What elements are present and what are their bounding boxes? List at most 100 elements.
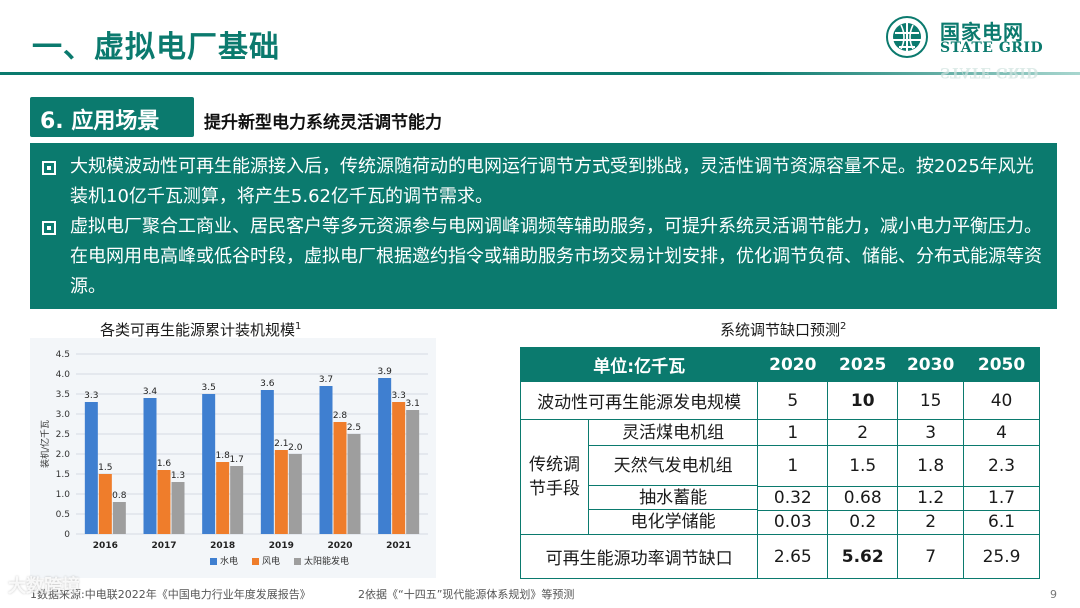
- cell: 40: [963, 381, 1040, 420]
- y-tick-label: 3.5: [56, 390, 70, 400]
- logo-reflection: STATE GRID: [940, 64, 1039, 80]
- data-label: 1.3: [171, 471, 185, 481]
- data-label: 1.8: [216, 451, 231, 461]
- data-label: 3.1: [406, 399, 420, 409]
- cell: 15: [897, 381, 965, 420]
- data-label: 3.3: [84, 391, 98, 401]
- bar: [260, 390, 274, 534]
- group-sub-labels: 灵活煤电机组 天然气发电机组 抽水蓄能 电化学储能: [589, 420, 758, 534]
- chart-area: 0 0.5 1.0 1.5 2.0 2.5 3.0 3.5 4.0 4.5 装机/亿千瓦 3.3 1.5…: [30, 338, 436, 578]
- y-axis-label: 装机/亿千瓦: [39, 420, 51, 468]
- bar: [171, 482, 185, 534]
- sub-label: 电化学储能: [630, 512, 716, 532]
- cell: 0.68: [827, 485, 899, 511]
- cell: 5.62: [827, 534, 899, 579]
- row-label: 波动性可再生能源发电规模: [519, 381, 759, 420]
- header-unit: 单位:亿千瓦: [519, 347, 759, 382]
- legend-label: 太阳能发电: [304, 555, 349, 567]
- logo-text-cn: 国家电网: [940, 20, 1024, 44]
- bar: [378, 378, 392, 534]
- section-subtitle: 提升新型电力系统灵活调节能力: [204, 113, 442, 133]
- bullet-box: 大规模波动性可再生能源接入后，传统源随荷动的电网运行调节方式受到挑战，灵活性调节…: [30, 143, 1057, 309]
- x-tick-label: 2021: [386, 541, 411, 551]
- legend-swatch: [294, 558, 301, 565]
- square-bullet-icon: [42, 161, 56, 175]
- y-tick-label: 4.0: [56, 370, 71, 380]
- legend-swatch: [210, 558, 217, 565]
- sub-label: 抽水蓄能: [589, 486, 758, 510]
- bar: [84, 402, 98, 534]
- table-row: 传统调节手段 灵活煤电机组 天然气发电机组 抽水蓄能 电化学储能 1 2 3 4: [519, 418, 1040, 535]
- bar: [406, 410, 420, 534]
- bar: [230, 466, 244, 534]
- y-tick-label: 0.5: [56, 510, 70, 520]
- footer: 1数据来源:中电联2022年《中国电力行业年度发展报告》 2依据《“十四五”现代…: [0, 584, 1080, 608]
- y-tick-label: 3.0: [56, 410, 71, 420]
- data-label: 3.9: [378, 367, 393, 377]
- data-label: 3.7: [319, 375, 333, 385]
- cell: 0.2: [827, 509, 899, 536]
- bullet-item: 虚拟电厂聚合工商业、居民客户等多元资源参与电网调峰调频等辅助服务，可提升系统灵活…: [40, 212, 1043, 302]
- bar: [98, 474, 112, 534]
- state-grid-logo: 国家电网 STATE GRID: [884, 14, 1064, 62]
- table-header-row: 单位:亿千瓦 2020 2025 2030 2050: [519, 347, 1040, 382]
- bar: [347, 434, 361, 534]
- legend-swatch: [252, 558, 259, 565]
- cell: 2: [897, 509, 965, 536]
- x-tick-label: 2016: [93, 541, 118, 551]
- bar: [143, 398, 157, 534]
- bar: [112, 502, 126, 534]
- cell: 0.32: [757, 485, 829, 511]
- cell: 6.1: [963, 509, 1040, 536]
- x-tick-label: 2019: [269, 541, 294, 551]
- x-tick-label: 2018: [210, 541, 235, 551]
- bullet-text: 大规模波动性可再生能源接入后，传统源随荷动的电网运行调节方式受到挑战，灵活性调节…: [70, 156, 1034, 207]
- data-label: 2.0: [288, 443, 303, 453]
- legend-label: 风电: [262, 555, 280, 567]
- data-label: 2.5: [347, 423, 361, 433]
- header-2050: 2050: [963, 347, 1040, 382]
- title-underline: [0, 72, 1080, 75]
- page-title: 一、虚拟电厂基础: [32, 30, 280, 65]
- data-label: 1.7: [230, 455, 244, 465]
- y-tick-label: 2.0: [56, 450, 71, 460]
- bar: [319, 386, 333, 534]
- footnote-2: 2依据《“十四五”现代能源体系规划》等预测: [358, 588, 575, 601]
- cell: 1.2: [897, 485, 965, 511]
- section-tag: 6. 应用场景: [30, 97, 194, 137]
- cell: 2.3: [963, 445, 1040, 487]
- y-tick-label: 2.5: [56, 430, 70, 440]
- square-bullet-icon: [42, 221, 56, 235]
- group-label: 传统调节手段: [521, 420, 589, 534]
- y-tick-label: 0: [64, 530, 70, 540]
- cell: 0.03: [757, 509, 829, 536]
- logo-text-en: STATE GRID: [940, 40, 1044, 56]
- bullet-text: 虚拟电厂聚合工商业、居民客户等多元资源参与电网调峰调频等辅助服务，可提升系统灵活…: [70, 216, 1042, 297]
- bar: [333, 422, 347, 534]
- cell: 1.8: [897, 445, 965, 487]
- group-cell: 传统调节手段 灵活煤电机组 天然气发电机组 抽水蓄能 电化学储能: [519, 419, 759, 535]
- data-label: 0.8: [112, 491, 127, 501]
- bar: [157, 470, 171, 534]
- cell: 1: [757, 445, 829, 487]
- gap-forecast-table: 单位:亿千瓦 2020 2025 2030 2050 波动性可再生能源发电规模 …: [519, 347, 1040, 579]
- sub-label: 天然气发电机组: [589, 446, 758, 486]
- x-tick-label: 2020: [327, 541, 352, 551]
- legend-label: 水电: [220, 555, 238, 567]
- cell: 5: [757, 381, 829, 420]
- bar: [202, 394, 216, 534]
- page-number: 9: [1050, 588, 1057, 601]
- bullet-item: 大规模波动性可再生能源接入后，传统源随荷动的电网运行调节方式受到挑战，灵活性调节…: [40, 152, 1043, 212]
- bar: [274, 450, 288, 534]
- cell: 1.5: [827, 445, 899, 487]
- table-title: 系统调节缺口预测2: [720, 321, 847, 339]
- cell: 2.65: [757, 534, 829, 579]
- bar: [288, 454, 302, 534]
- data-label: 2.1: [274, 439, 288, 449]
- y-tick-label: 1.0: [56, 490, 71, 500]
- table-row: 1 1.5 1.8 2.3: [521, 445, 1040, 487]
- row-label: 可再生能源功率调节缺口: [519, 534, 759, 579]
- bar-chart: 0 0.5 1.0 1.5 2.0 2.5 3.0 3.5 4.0 4.5 装机/亿千瓦 3.3 1.5…: [39, 350, 428, 567]
- data-label: 3.4: [143, 387, 158, 397]
- cell: 7: [897, 534, 965, 579]
